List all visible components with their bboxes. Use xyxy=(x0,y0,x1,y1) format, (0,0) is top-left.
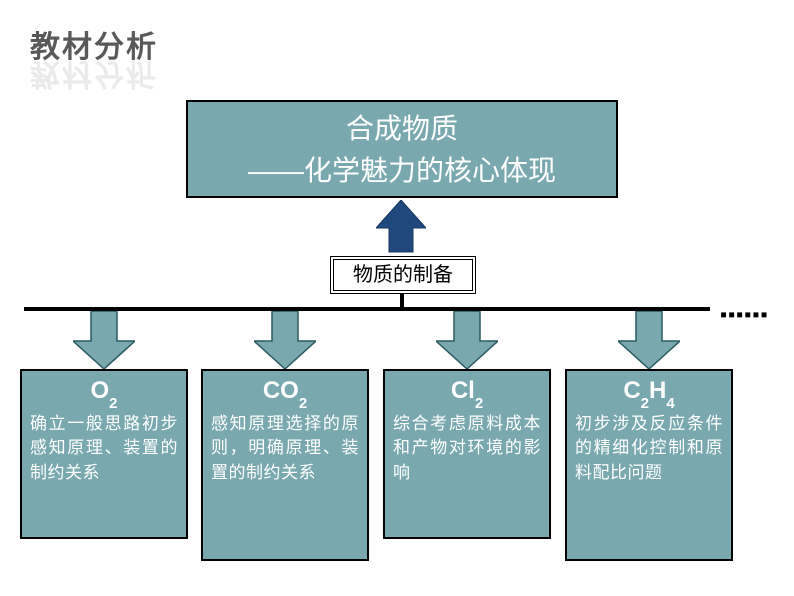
top-concept-box: 合成物质 ——化学魅力的核心体现 xyxy=(186,100,618,198)
continuation-dashes: ▪▪▪▪▪▪ xyxy=(720,304,769,327)
branch-formula: CO2 xyxy=(211,377,359,408)
branch-formula: C2H4 xyxy=(575,377,723,408)
arrow-up-icon xyxy=(376,200,426,256)
mid-box-text: 物质的制备 xyxy=(353,264,453,286)
branch-box-O2: O2 确立一般思路初步感知原理、装置的制约关系 xyxy=(20,369,188,539)
branch-formula: Cl2 xyxy=(393,377,541,408)
arrow-down-icon xyxy=(73,311,135,369)
branch-box-Cl2: Cl2 综合考虑原料成本和产物对环境的影响 xyxy=(383,369,551,539)
mid-concept-box: 物质的制备 xyxy=(330,256,476,294)
branch-desc: 感知原理选择的原则，明确原理、装置的制约关系 xyxy=(211,412,359,486)
vertical-connector-mid xyxy=(400,294,404,308)
arrow-down-icon xyxy=(254,311,316,369)
top-box-line1: 合成物质 xyxy=(188,108,616,150)
branch-formula: O2 xyxy=(30,377,178,408)
page-title-reflection: 教材分析 xyxy=(30,55,158,99)
branch-desc: 初步涉及反应条件的精细化控制和原料配比问题 xyxy=(575,412,723,486)
branch-desc: 综合考虑原料成本和产物对环境的影响 xyxy=(393,412,541,486)
arrow-down-icon xyxy=(436,311,498,369)
arrow-down-icon xyxy=(618,311,680,369)
branch-box-CO2: CO2 感知原理选择的原则，明确原理、装置的制约关系 xyxy=(201,369,369,561)
top-box-line2: ——化学魅力的核心体现 xyxy=(188,150,616,192)
branch-desc: 确立一般思路初步感知原理、装置的制约关系 xyxy=(30,412,178,486)
branch-box-C2H4: C2H4 初步涉及反应条件的精细化控制和原料配比问题 xyxy=(565,369,733,561)
